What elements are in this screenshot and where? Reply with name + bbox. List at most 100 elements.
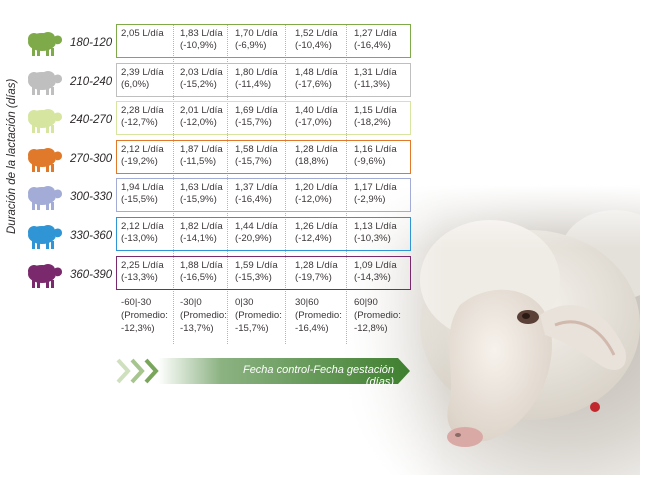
cell-value: 1,40 L/día	[295, 105, 338, 117]
sheep-icon	[24, 182, 64, 212]
table-row	[116, 24, 411, 58]
cell-change: (-11,4%)	[235, 78, 272, 90]
table-cell: 1,28 L/día (-19,7%)	[295, 260, 338, 284]
table-cell: 1,13 L/día (-10,3%)	[354, 221, 397, 245]
table-cell: 2,05 L/día	[121, 28, 164, 40]
sheep-icon	[24, 28, 64, 58]
cell-change: (-12,0%)	[180, 117, 217, 129]
table-cell: 1,88 L/día (-16,5%)	[180, 260, 223, 284]
cell-value: 1,58 L/día	[235, 143, 278, 155]
cell-change: (-20,9%)	[235, 233, 272, 244]
cell-change: (-2,9%)	[354, 194, 386, 206]
cell-change: (-14,3%)	[354, 271, 391, 283]
table-row	[116, 62, 411, 97]
cell-change: (-12,0%)	[295, 194, 332, 206]
cell-change: (-18,2%)	[354, 117, 391, 129]
table-row	[116, 139, 411, 174]
row-range-label: 180-120	[70, 37, 113, 49]
cell-change: (-10,4%)	[295, 40, 332, 51]
column-label-range: 0|30	[235, 297, 254, 308]
table-cell: 1,87 L/día (-11,5%)	[180, 144, 223, 168]
column-label: 30|60 (Promedio: -16,4%)	[295, 296, 342, 335]
column-label-range: -60|-30	[121, 297, 152, 308]
table-row	[116, 101, 411, 136]
row-range-label: 300-330	[70, 191, 113, 204]
table-cell: 1,40 L/día (-17,0%)	[295, 105, 338, 129]
cell-change: (-11,3%)	[354, 78, 391, 90]
cell-change: (-13,3%)	[121, 271, 158, 283]
cell-value: 2,28 L/día	[121, 105, 164, 117]
column-divider	[227, 24, 228, 344]
column-label-avg-value: -12,8%)	[354, 323, 388, 334]
cell-value: 1,16 L/día	[354, 143, 397, 155]
table-cell: 1,48 L/día (-17,6%)	[295, 67, 338, 91]
cell-change: (-15,7%)	[235, 117, 272, 129]
cell-change: (-12,4%)	[295, 233, 332, 244]
table-cell: 1,27 L/día (-16,4%)	[354, 28, 397, 52]
cell-change: (-16,4%)	[354, 40, 391, 51]
table-cell: 2,39 L/día (6,0%)	[121, 67, 164, 91]
x-axis-label: Fecha control-Fecha gestación (días)	[242, 364, 394, 388]
cell-value: 1,27 L/día	[354, 28, 397, 39]
column-label: -30|0 (Promedio: -13,7%)	[180, 296, 227, 335]
x-axis-banner	[158, 358, 410, 384]
column-label-avg: (Promedio:	[354, 310, 401, 321]
table-cell: 1,82 L/día (-14,1%)	[180, 221, 223, 245]
table-cell: 1,16 L/día (-9,6%)	[354, 144, 397, 168]
cell-value: 2,12 L/día	[121, 221, 164, 232]
cell-value: 1,28 L/día	[295, 259, 338, 271]
cell-value: 1,83 L/día	[180, 28, 223, 39]
cell-change: (-15,3%)	[235, 271, 272, 283]
column-label-avg-value: -13,7%)	[180, 323, 214, 334]
column-label-avg-value: -15,7%)	[235, 323, 269, 334]
table-cell: 1,80 L/día (-11,4%)	[235, 67, 278, 91]
column-label: -60|-30 (Promedio: -12,3%)	[121, 296, 168, 335]
cell-change: (-13,0%)	[121, 233, 158, 244]
cell-value: 1,09 L/día	[354, 259, 397, 271]
column-label-range: 60|90	[354, 297, 378, 308]
sheep-icon	[24, 221, 64, 251]
cell-change: (-15,7%)	[235, 155, 272, 167]
cell-value: 2,05 L/día	[121, 28, 164, 39]
table-cell: 1,83 L/día (-10,9%)	[180, 28, 223, 52]
cell-value: 1,20 L/día	[295, 182, 338, 194]
column-label-range: -30|0	[180, 297, 202, 308]
table-cell: 2,28 L/día (-12,7%)	[121, 105, 164, 129]
cell-change: (-15,2%)	[180, 78, 217, 90]
table-cell: 1,69 L/día (-15,7%)	[235, 105, 278, 129]
row-range-label: 270-300	[70, 152, 113, 165]
cell-change: (-16,5%)	[180, 271, 217, 283]
table-cell: 1,17 L/día (-2,9%)	[354, 182, 397, 206]
cell-value: 2,03 L/día	[180, 66, 223, 78]
chevron-arrows-icon	[116, 358, 159, 384]
cell-value: 1,37 L/día	[235, 182, 278, 194]
table-cell: 2,01 L/día (-12,0%)	[180, 105, 223, 129]
table-cell: 1,52 L/día (-10,4%)	[295, 28, 338, 52]
table-row	[116, 255, 411, 290]
row-range-label: 360-390	[70, 268, 113, 281]
table-cell: 1,59 L/día (-15,3%)	[235, 260, 278, 284]
cell-value: 2,01 L/día	[180, 105, 223, 117]
sheep-icon	[24, 67, 64, 97]
cell-value: 1,70 L/día	[235, 28, 278, 39]
cell-value: 2,12 L/día	[121, 143, 164, 155]
cell-change: (-10,9%)	[180, 40, 217, 51]
column-label-range: 30|60	[295, 297, 319, 308]
cell-value: 1,17 L/día	[354, 182, 397, 194]
cell-value: 1,82 L/día	[180, 221, 223, 232]
sheep-icon	[24, 144, 64, 174]
table-cell: 2,12 L/día (-13,0%)	[121, 221, 164, 245]
cell-change: (-19,2%)	[121, 155, 158, 167]
cell-value: 1,59 L/día	[235, 259, 278, 271]
cell-value: 1,44 L/día	[235, 221, 278, 232]
cell-value: 2,25 L/día	[121, 259, 164, 271]
cell-value: 1,52 L/día	[295, 28, 338, 39]
column-label-avg-value: -12,3%)	[121, 323, 155, 334]
cell-value: 1,26 L/día	[295, 221, 338, 232]
table-cell: 1,70 L/día (-6,9%)	[235, 28, 278, 52]
cell-change: (18,8%)	[295, 155, 329, 167]
row-range-label: 240-270	[70, 114, 113, 127]
column-divider	[285, 24, 286, 344]
column-label: 0|30 (Promedio: -15,7%)	[235, 296, 282, 335]
cell-change: (-9,6%)	[354, 155, 386, 167]
